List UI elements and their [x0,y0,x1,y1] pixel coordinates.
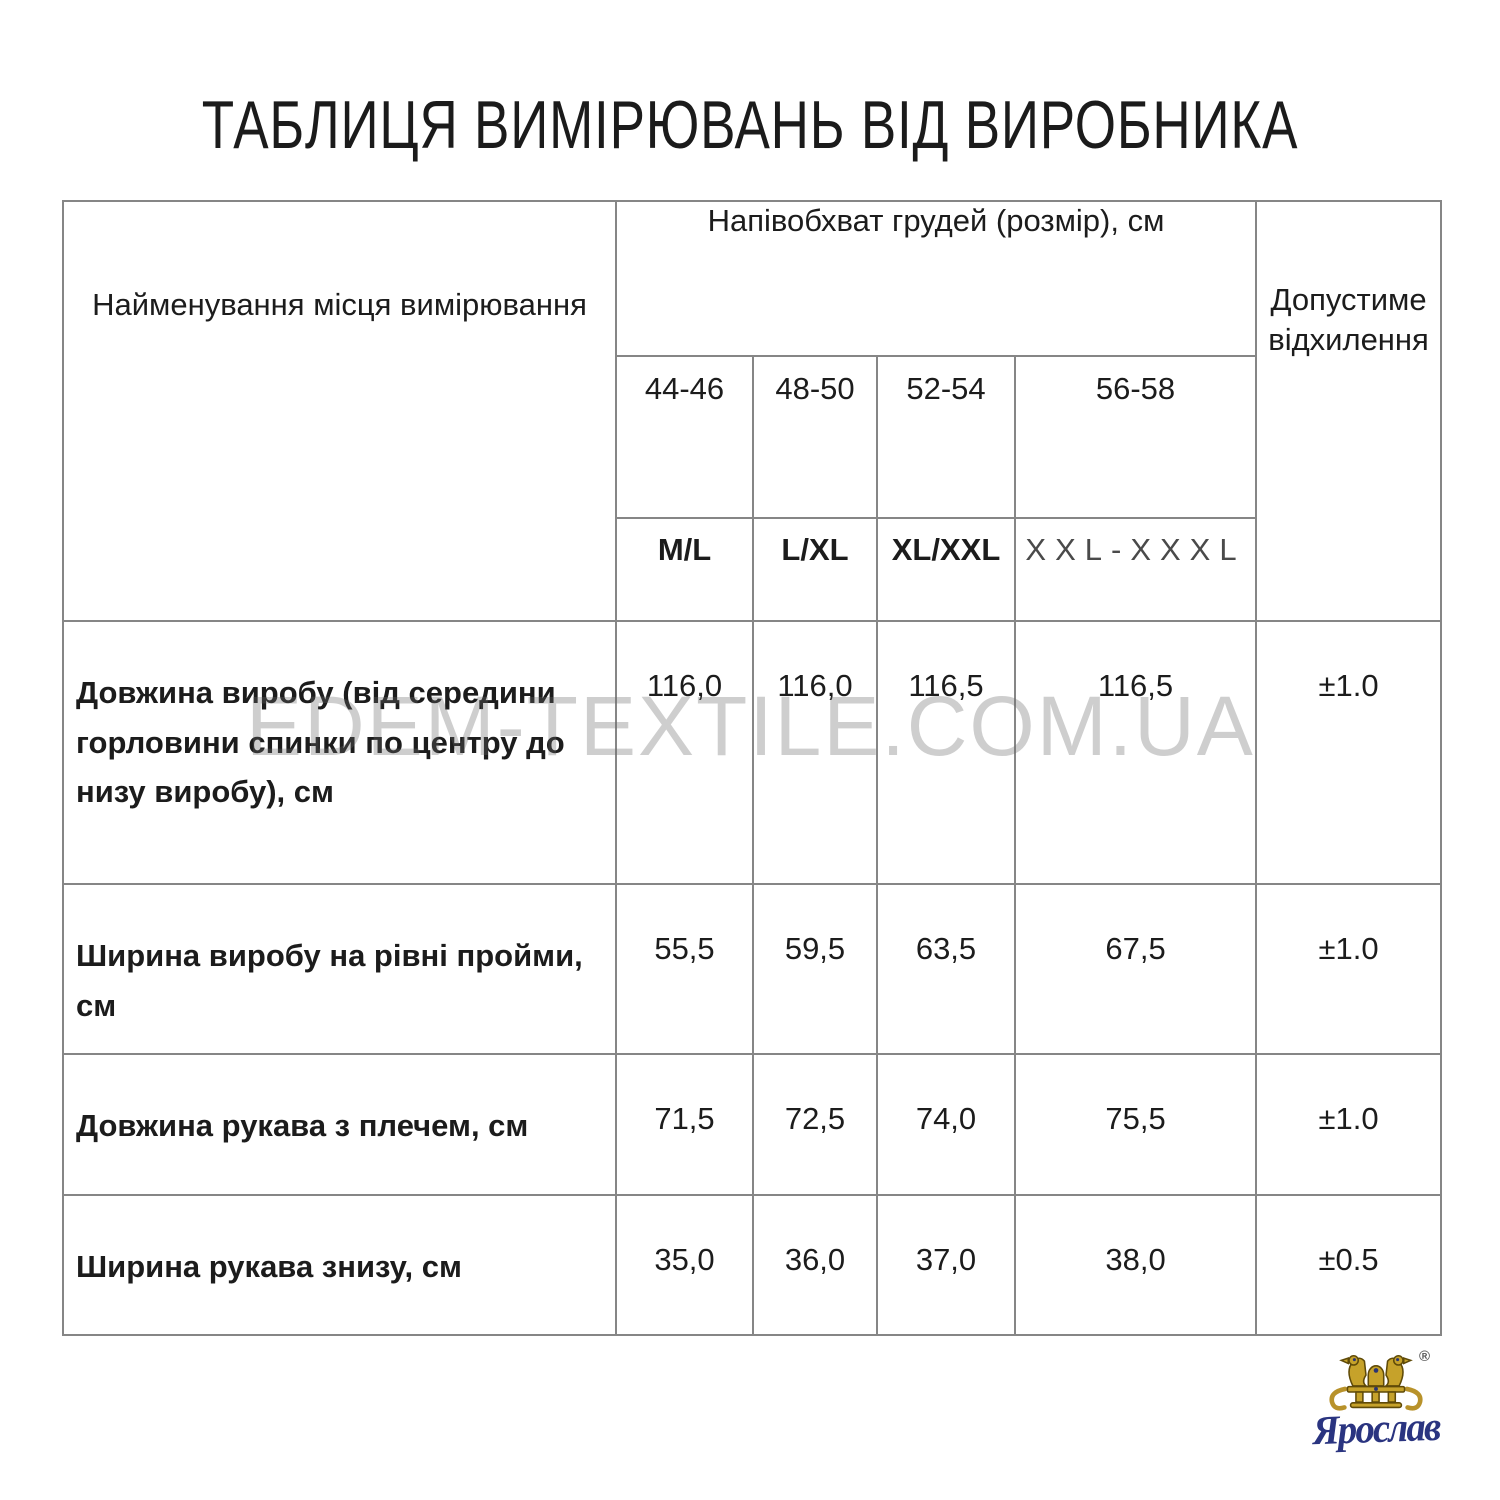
measurement-name-header: Найменування місця вимірювання [62,200,617,622]
value-cell: 116,0 [615,620,754,885]
size-table: Найменування місця вимірювання Напівобхв… [62,200,1443,1336]
page-title: ТАБЛИЦЯ ВИМІРЮВАНЬ ВІД ВИРОБНИКА [201,87,1299,163]
brand-name: Ярослав [1311,1402,1441,1454]
size-letter-cell: XL/XXL [876,517,1016,622]
deviation-cell: ±1.0 [1255,883,1443,1055]
crest-wrap: ® [1300,1348,1452,1414]
row-label: Довжина виробу (від середини горловини с… [62,620,617,885]
row-label: Ширина рукава знизу, см [62,1194,617,1336]
value-cell: 75,5 [1013,1053,1258,1196]
value-cell: 71,5 [615,1053,754,1196]
row-label: Ширина виробу на рівні пройми, см [62,883,617,1055]
deviation-cell: ±0.5 [1255,1194,1443,1336]
value-cell: 55,5 [615,883,754,1055]
row-label: Довжина рукава з плечем, см [62,1053,617,1196]
size-number-cell: 56-58 [1013,355,1258,519]
deviation-header: Допустиме відхилення [1255,200,1443,622]
size-number-cell: 52-54 [876,355,1016,519]
value-cell: 67,5 [1013,883,1258,1055]
value-cell: 35,0 [615,1194,754,1336]
value-cell: 63,5 [876,883,1016,1055]
value-cell: 74,0 [876,1053,1016,1196]
value-cell: 116,0 [752,620,878,885]
value-cell: 37,0 [876,1194,1016,1336]
size-letter-cell: L/XL [752,517,878,622]
crest-icon [1329,1355,1423,1411]
value-cell: 72,5 [752,1053,878,1196]
registered-mark-icon: ® [1418,1348,1430,1365]
value-cell: 36,0 [752,1194,878,1336]
size-letter-cell: M/L [615,517,754,622]
value-cell: 116,5 [876,620,1016,885]
yaroslav-logo: ® Ярослав [1300,1348,1452,1454]
chest-half-girth-header: Напівобхват грудей (розмір), см [614,200,1258,357]
value-cell: 59,5 [752,883,878,1055]
size-letter-cell: XXL-XXXL [1013,517,1258,622]
value-cell: 38,0 [1013,1194,1258,1336]
size-number-cell: 44-46 [615,355,754,519]
deviation-cell: ±1.0 [1255,1053,1443,1196]
value-cell: 116,5 [1013,620,1258,885]
deviation-cell: ±1.0 [1255,620,1443,885]
size-number-cell: 48-50 [752,355,878,519]
